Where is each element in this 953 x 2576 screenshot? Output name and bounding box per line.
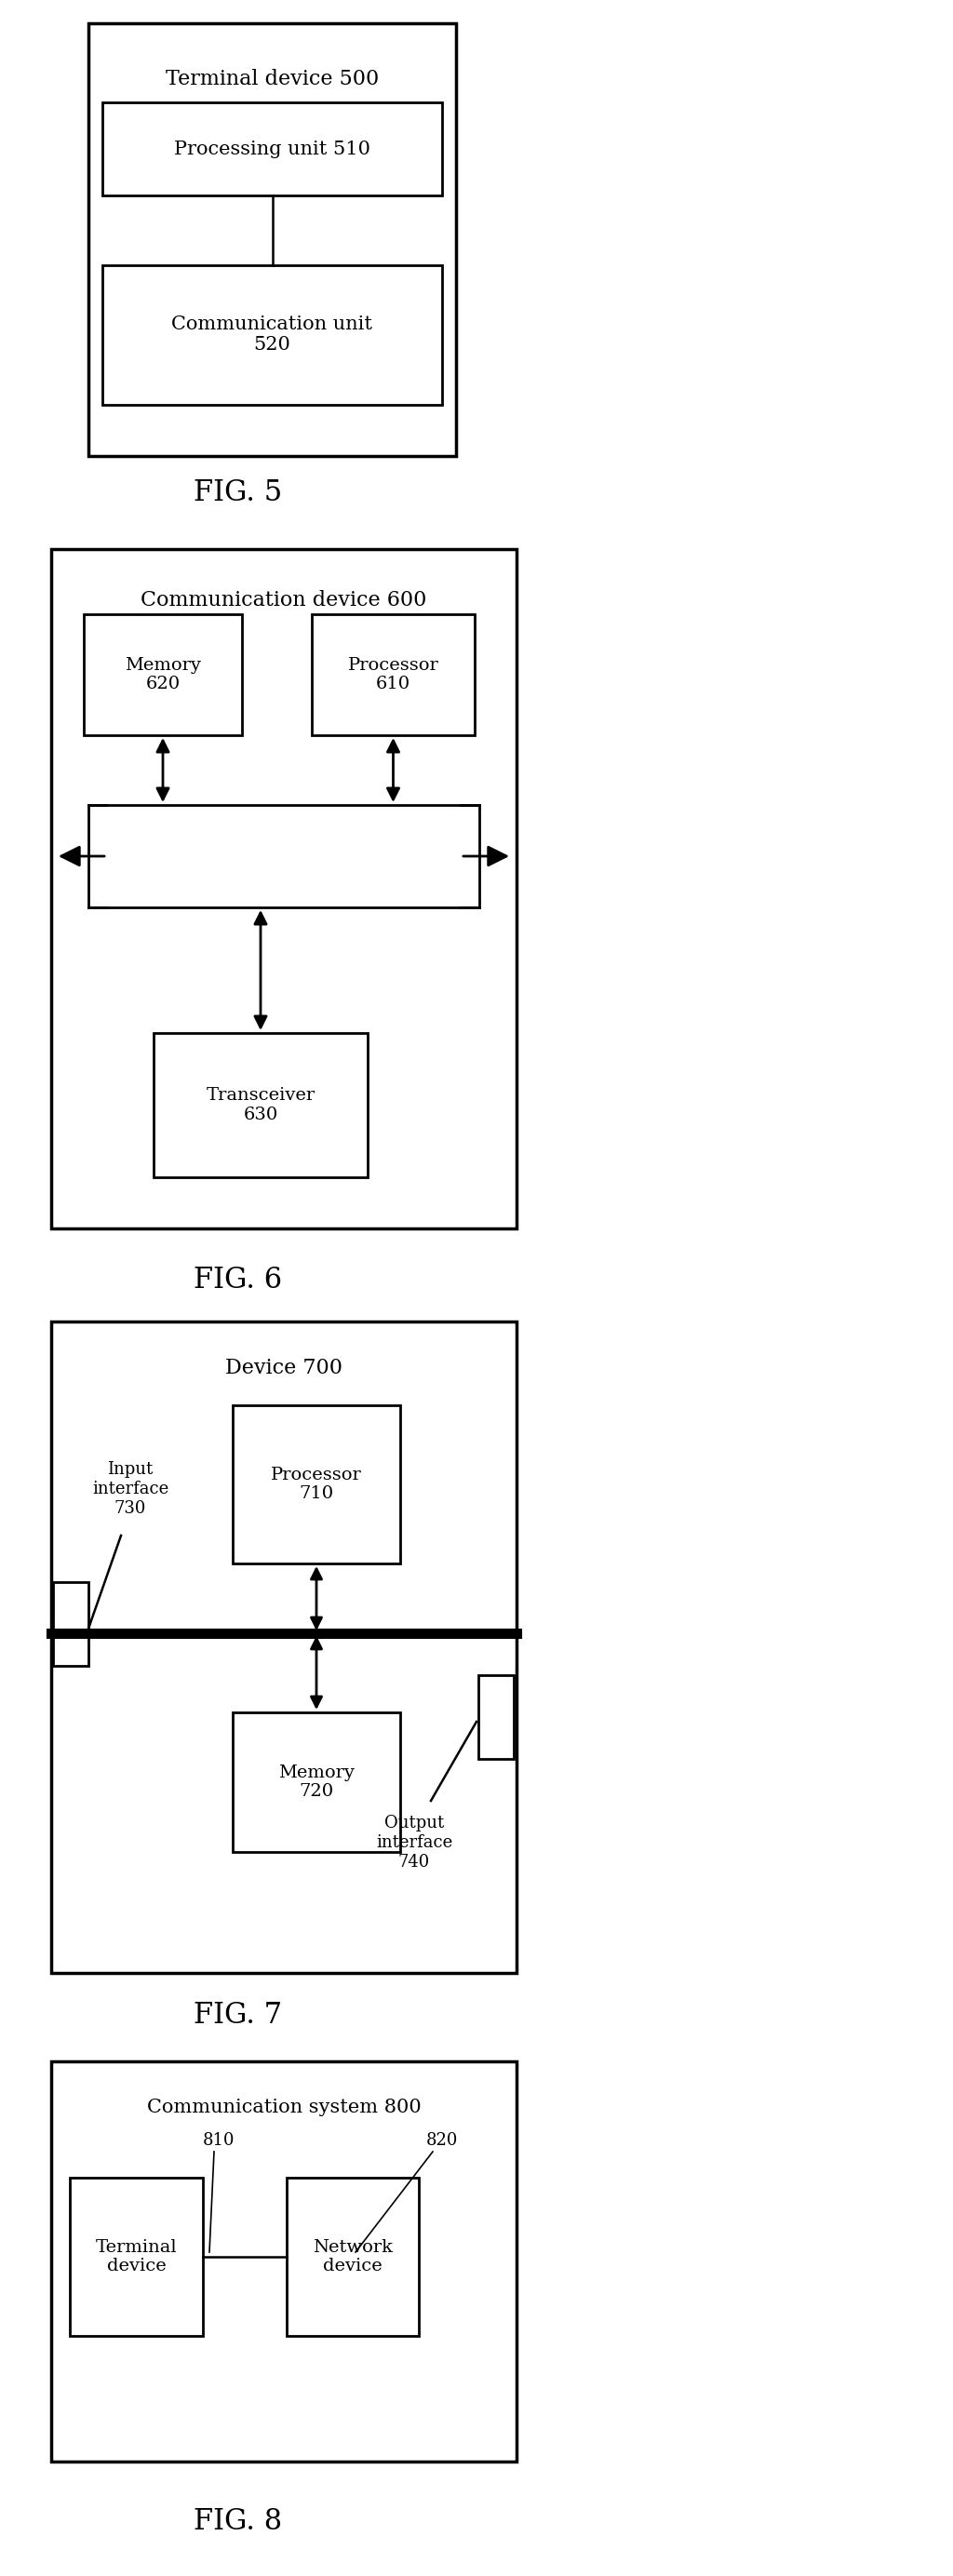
Text: Memory
620: Memory 620 <box>125 657 201 693</box>
Text: Terminal
device: Terminal device <box>95 2239 177 2275</box>
Text: Communication unit
520: Communication unit 520 <box>172 317 373 353</box>
Text: FIG. 8: FIG. 8 <box>194 2506 282 2537</box>
Bar <box>478 1674 514 1759</box>
Text: Processing unit 510: Processing unit 510 <box>174 139 371 157</box>
Text: Communication device 600: Communication device 600 <box>141 590 427 611</box>
Bar <box>89 804 479 907</box>
Bar <box>233 1713 400 1852</box>
Bar <box>53 1582 89 1667</box>
Text: Output
interface
740: Output interface 740 <box>375 1816 453 1870</box>
Text: 820: 820 <box>426 2133 458 2148</box>
Text: Communication system 800: Communication system 800 <box>147 2099 421 2117</box>
Bar <box>312 613 475 734</box>
Text: Device 700: Device 700 <box>225 1358 342 1378</box>
Bar <box>70 2177 203 2336</box>
Bar <box>89 23 456 456</box>
Text: FIG. 6: FIG. 6 <box>194 1265 282 1293</box>
Bar <box>153 1033 368 1177</box>
Bar <box>102 103 442 196</box>
Bar <box>84 613 242 734</box>
Bar <box>102 265 442 404</box>
Text: Memory
720: Memory 720 <box>278 1765 355 1801</box>
Text: Transceiver
630: Transceiver 630 <box>206 1087 315 1123</box>
Text: Terminal device 500: Terminal device 500 <box>166 70 379 90</box>
Bar <box>51 2061 517 2463</box>
Text: Network
device: Network device <box>313 2239 393 2275</box>
Text: 810: 810 <box>203 2133 234 2148</box>
Bar <box>233 1406 400 1564</box>
Bar <box>51 549 517 1229</box>
Text: FIG. 7: FIG. 7 <box>194 2002 282 2030</box>
Text: Input
interface
730: Input interface 730 <box>92 1461 169 1517</box>
Text: Processor
610: Processor 610 <box>348 657 438 693</box>
Text: FIG. 5: FIG. 5 <box>193 479 283 507</box>
Text: Processor
710: Processor 710 <box>271 1466 362 1502</box>
Bar <box>287 2177 418 2336</box>
Bar <box>51 1321 517 1973</box>
